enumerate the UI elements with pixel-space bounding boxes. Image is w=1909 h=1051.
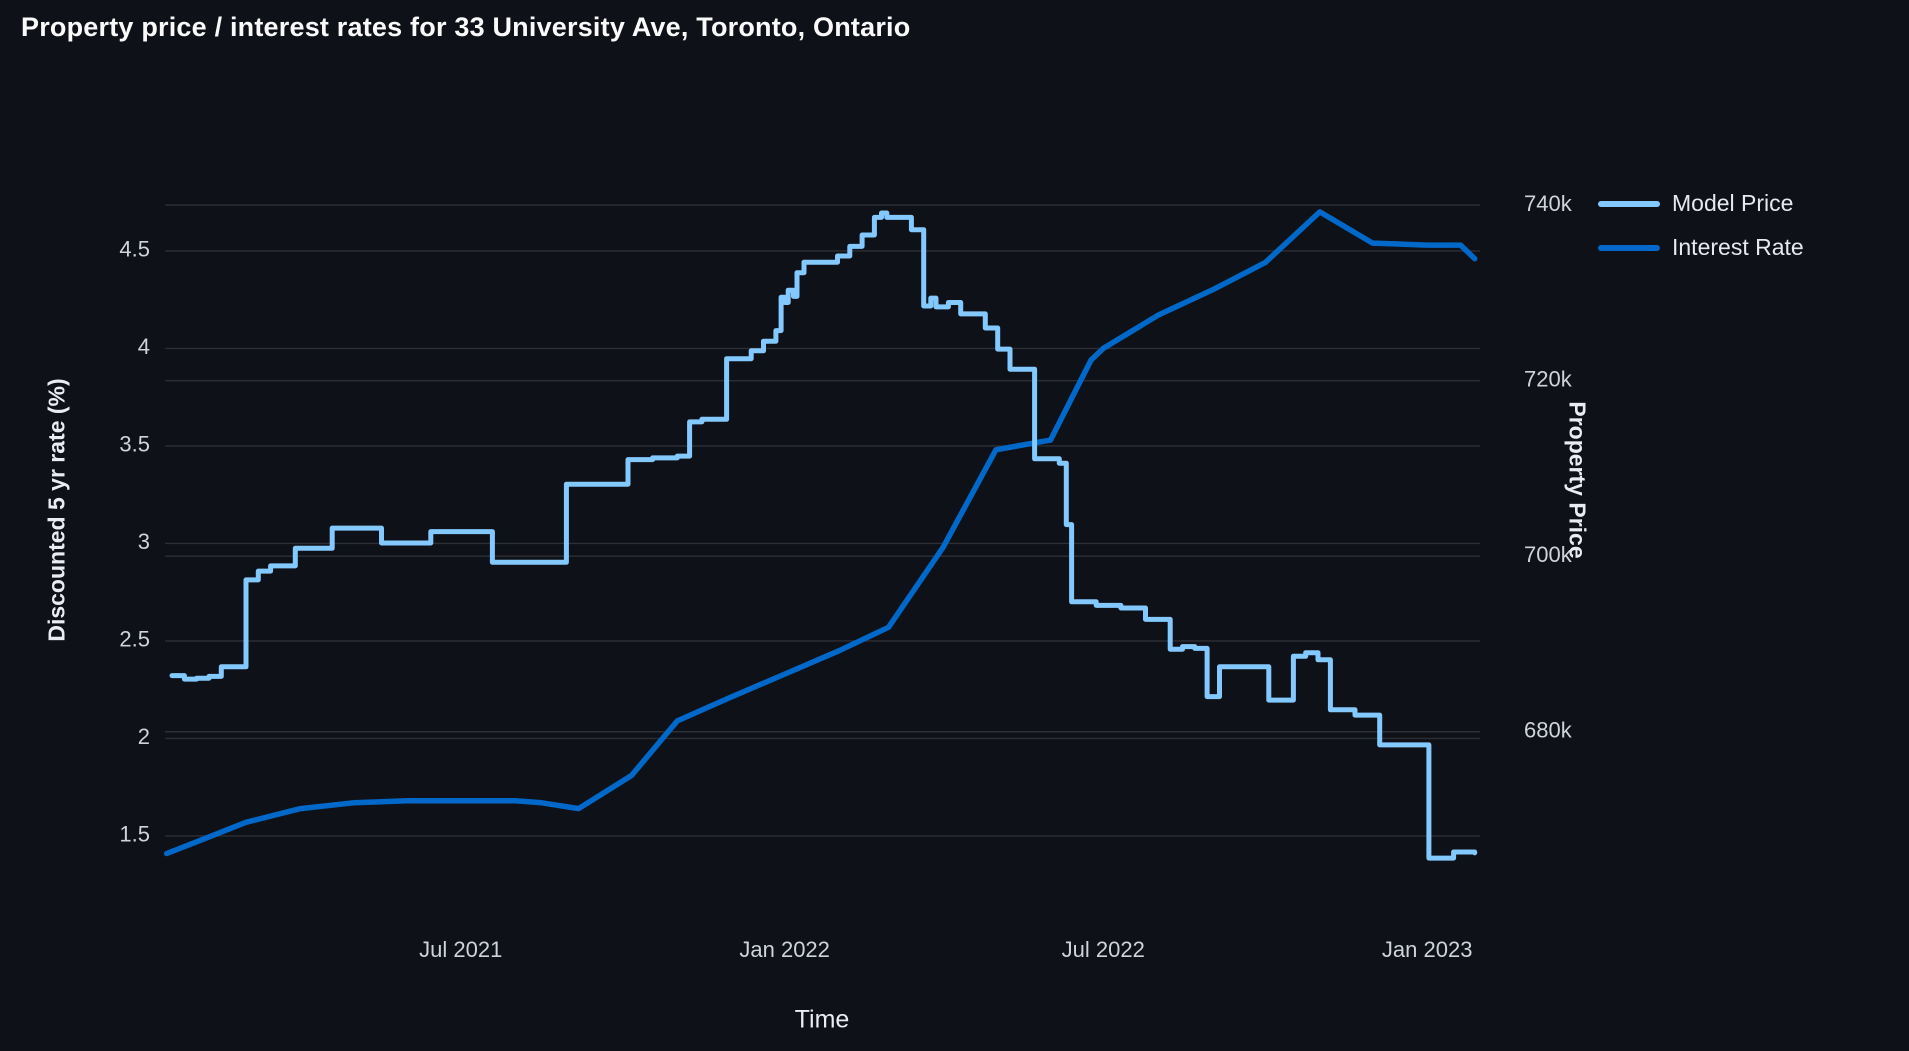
y-left-tick-2: 2 xyxy=(138,724,150,749)
y-right-tick-740k: 740k xyxy=(1524,191,1573,216)
y-left-tick-4.5: 4.5 xyxy=(119,237,150,262)
legend-item-model-price[interactable]: Model Price xyxy=(1598,190,1804,217)
y-right-tick-680k: 680k xyxy=(1524,718,1573,743)
y-right-tick-700k: 700k xyxy=(1524,542,1573,567)
legend-swatch-model-price xyxy=(1598,200,1660,207)
y-axis-right-title: Property Price xyxy=(1564,401,1591,559)
legend: Model Price Interest Rate xyxy=(1598,190,1804,261)
y-left-tick-3: 3 xyxy=(138,529,150,554)
y-left-tick-3.5: 3.5 xyxy=(119,432,150,457)
y-left-tick-1.5: 1.5 xyxy=(119,822,150,847)
y-axis-left-title: Discounted 5 yr rate (%) xyxy=(43,378,70,642)
y-left-tick-4: 4 xyxy=(138,334,150,359)
x-tick-Jul-2022: Jul 2022 xyxy=(1062,937,1145,962)
legend-label: Model Price xyxy=(1672,190,1794,216)
chart-title: Property price / interest rates for 33 U… xyxy=(21,12,911,42)
model-price-line[interactable] xyxy=(169,210,1478,861)
x-axis-title: Time xyxy=(794,1005,850,1034)
legend-swatch-interest-rate xyxy=(1598,244,1660,251)
y-right-tick-720k: 720k xyxy=(1524,366,1573,391)
x-tick-Jul-2021: Jul 2021 xyxy=(419,937,502,962)
y-left-tick-2.5: 2.5 xyxy=(119,627,150,652)
legend-label: Interest Rate xyxy=(1672,234,1804,260)
interest-rate-line[interactable] xyxy=(164,209,1478,857)
x-tick-Jan-2022: Jan 2022 xyxy=(739,937,830,962)
x-tick-Jan-2023: Jan 2023 xyxy=(1382,937,1473,962)
legend-item-interest-rate[interactable]: Interest Rate xyxy=(1598,234,1804,261)
